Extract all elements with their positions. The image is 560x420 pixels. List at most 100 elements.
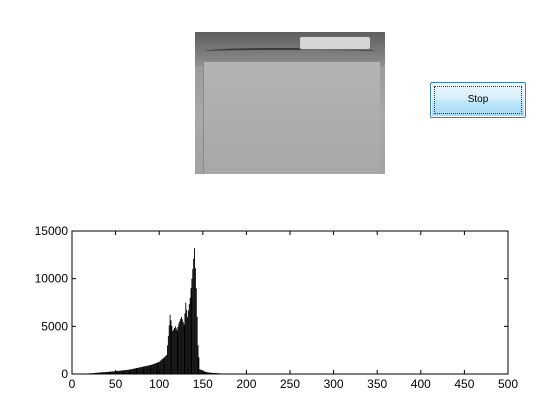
histogram-bar <box>109 371 111 374</box>
histogram-bar <box>187 310 189 374</box>
histogram-bar <box>122 370 124 374</box>
histogram-bars <box>72 248 291 374</box>
histogram-bar <box>154 363 156 374</box>
histogram-bar <box>175 328 177 374</box>
histogram-bar <box>186 309 188 374</box>
histogram-bar <box>166 354 168 374</box>
x-tick-label: 50 <box>109 377 123 391</box>
histogram-bar <box>111 371 113 374</box>
histogram-bar <box>145 366 147 374</box>
histogram-bar <box>110 371 112 374</box>
histogram-bar <box>137 367 139 374</box>
x-tick-label: 0 <box>69 377 76 391</box>
histogram-bar <box>181 319 183 374</box>
histogram-bar <box>113 371 115 374</box>
histogram-bar <box>169 314 171 374</box>
histogram-bar <box>131 369 133 374</box>
axis-ticks: 0 50 100 150 200 250 300 350 400 450 5000500010000… <box>35 224 519 391</box>
histogram-bar <box>120 370 122 374</box>
histogram-bar <box>197 345 199 374</box>
camera-preview-image <box>195 32 385 174</box>
histogram-bar <box>181 316 182 374</box>
histogram-bar <box>189 297 191 374</box>
histogram-bar <box>200 369 202 374</box>
histogram-bar <box>157 362 159 374</box>
histogram-bar <box>153 363 155 374</box>
histogram-bar <box>191 278 193 374</box>
histogram-bar <box>149 365 151 374</box>
histogram-bar <box>140 367 141 374</box>
histogram-bar <box>209 372 211 374</box>
histogram-bar <box>179 321 181 374</box>
histogram-bar <box>187 316 188 374</box>
histogram-bar <box>164 356 166 374</box>
x-tick-label: 400 <box>411 377 431 391</box>
histogram-bar <box>203 371 205 374</box>
histogram-bar <box>150 364 152 374</box>
histogram-bar <box>117 370 119 374</box>
histogram-bar <box>130 369 132 374</box>
histogram-bar <box>151 364 153 374</box>
histogram-bar <box>125 370 127 374</box>
histogram-bar <box>134 368 136 374</box>
histogram-bar <box>112 371 114 374</box>
histogram-bar <box>142 366 144 374</box>
histogram-bar <box>168 325 170 374</box>
histogram-bar <box>194 268 196 374</box>
histogram-bar <box>156 362 158 374</box>
histogram-bar <box>121 370 123 374</box>
histogram-bar <box>190 288 192 374</box>
histogram-bar <box>118 370 120 374</box>
x-tick-label: 450 <box>454 377 474 391</box>
histogram-bar <box>206 372 208 374</box>
histogram-bar <box>160 359 162 374</box>
histogram-bar <box>170 320 172 374</box>
histogram-bar <box>161 359 163 374</box>
x-tick-label: 150 <box>193 377 213 391</box>
histogram-bar <box>163 357 165 374</box>
preview-handle <box>299 36 371 50</box>
histogram-bar <box>141 366 143 374</box>
histogram-bar <box>201 370 202 374</box>
histogram-bar <box>148 365 150 374</box>
histogram-bar <box>204 371 206 374</box>
histogram-bar <box>99 372 101 374</box>
histogram-bar <box>99 372 100 374</box>
histogram-bar <box>132 368 134 374</box>
histogram-bar <box>172 331 174 374</box>
histogram-bar <box>174 327 175 374</box>
histogram-bar <box>101 372 103 374</box>
histogram-bar <box>95 372 97 374</box>
histogram-bar <box>167 345 168 374</box>
histogram-bar <box>205 371 207 374</box>
histogram-bar <box>171 325 173 374</box>
histogram-bar <box>208 372 209 374</box>
histogram-bar <box>183 324 185 374</box>
histogram-bar <box>119 370 120 374</box>
histogram-bar <box>107 371 109 374</box>
histogram-bar <box>129 369 131 374</box>
histogram-bar <box>152 364 154 374</box>
y-tick-label: 15000 <box>35 224 69 238</box>
histogram-bar <box>143 366 145 374</box>
histogram-bar <box>133 368 135 374</box>
histogram-bar <box>174 326 176 374</box>
x-tick-label: 250 <box>280 377 300 391</box>
histogram-bar <box>105 372 107 374</box>
histogram-bar <box>212 372 214 374</box>
histogram-bar <box>144 366 146 374</box>
histogram-bar <box>178 323 180 374</box>
histogram-bar <box>138 367 140 374</box>
histogram-bar <box>127 369 129 374</box>
histogram-bar <box>147 365 149 374</box>
histogram-bar <box>195 288 197 374</box>
histogram-bar <box>176 330 178 374</box>
x-tick-label: 200 <box>236 377 256 391</box>
histogram-bar <box>108 371 110 374</box>
axes-box <box>71 230 509 375</box>
histogram-bar <box>146 365 148 374</box>
y-tick-label: 10000 <box>35 272 69 286</box>
histogram-bar <box>139 367 141 374</box>
histogram-bar <box>116 371 118 374</box>
histogram-bar <box>133 368 134 374</box>
